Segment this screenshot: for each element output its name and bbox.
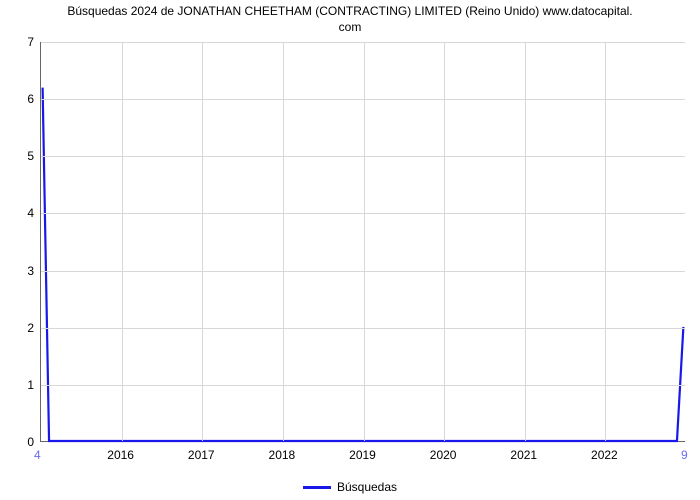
gridline-v — [525, 42, 526, 441]
legend-label: Búsquedas — [337, 480, 397, 494]
line-chart: Búsquedas 2024 de JONATHAN CHEETHAM (CON… — [0, 0, 700, 500]
x-tick-label: 2016 — [107, 448, 134, 462]
y-tick-label: 6 — [0, 92, 34, 106]
legend-swatch — [303, 486, 331, 489]
corner-label-bottom-right: 9 — [681, 448, 688, 462]
gridline-v — [122, 42, 123, 441]
legend: Búsquedas — [0, 480, 700, 494]
corner-label-bottom-left: 4 — [34, 448, 41, 462]
x-tick-label: 2021 — [510, 448, 537, 462]
gridline-v — [605, 42, 606, 441]
chart-title-line1: Búsquedas 2024 de JONATHAN CHEETHAM (CON… — [67, 4, 632, 18]
plot-area — [40, 42, 685, 442]
y-tick-label: 2 — [0, 321, 34, 335]
x-tick-label: 2018 — [269, 448, 296, 462]
chart-title-line2: com — [339, 20, 362, 34]
chart-title: Búsquedas 2024 de JONATHAN CHEETHAM (CON… — [0, 4, 700, 35]
gridline-v — [202, 42, 203, 441]
y-tick-label: 7 — [0, 35, 34, 49]
x-tick-label: 2017 — [188, 448, 215, 462]
x-tick-label: 2019 — [349, 448, 376, 462]
y-tick-label: 1 — [0, 378, 34, 392]
y-tick-label: 3 — [0, 264, 34, 278]
y-tick-label: 5 — [0, 149, 34, 163]
gridline-v — [283, 42, 284, 441]
y-tick-label: 0 — [0, 435, 34, 449]
x-tick-label: 2022 — [591, 448, 618, 462]
y-tick-label: 4 — [0, 206, 34, 220]
x-tick-label: 2020 — [430, 448, 457, 462]
gridline-v — [444, 42, 445, 441]
gridline-v — [364, 42, 365, 441]
